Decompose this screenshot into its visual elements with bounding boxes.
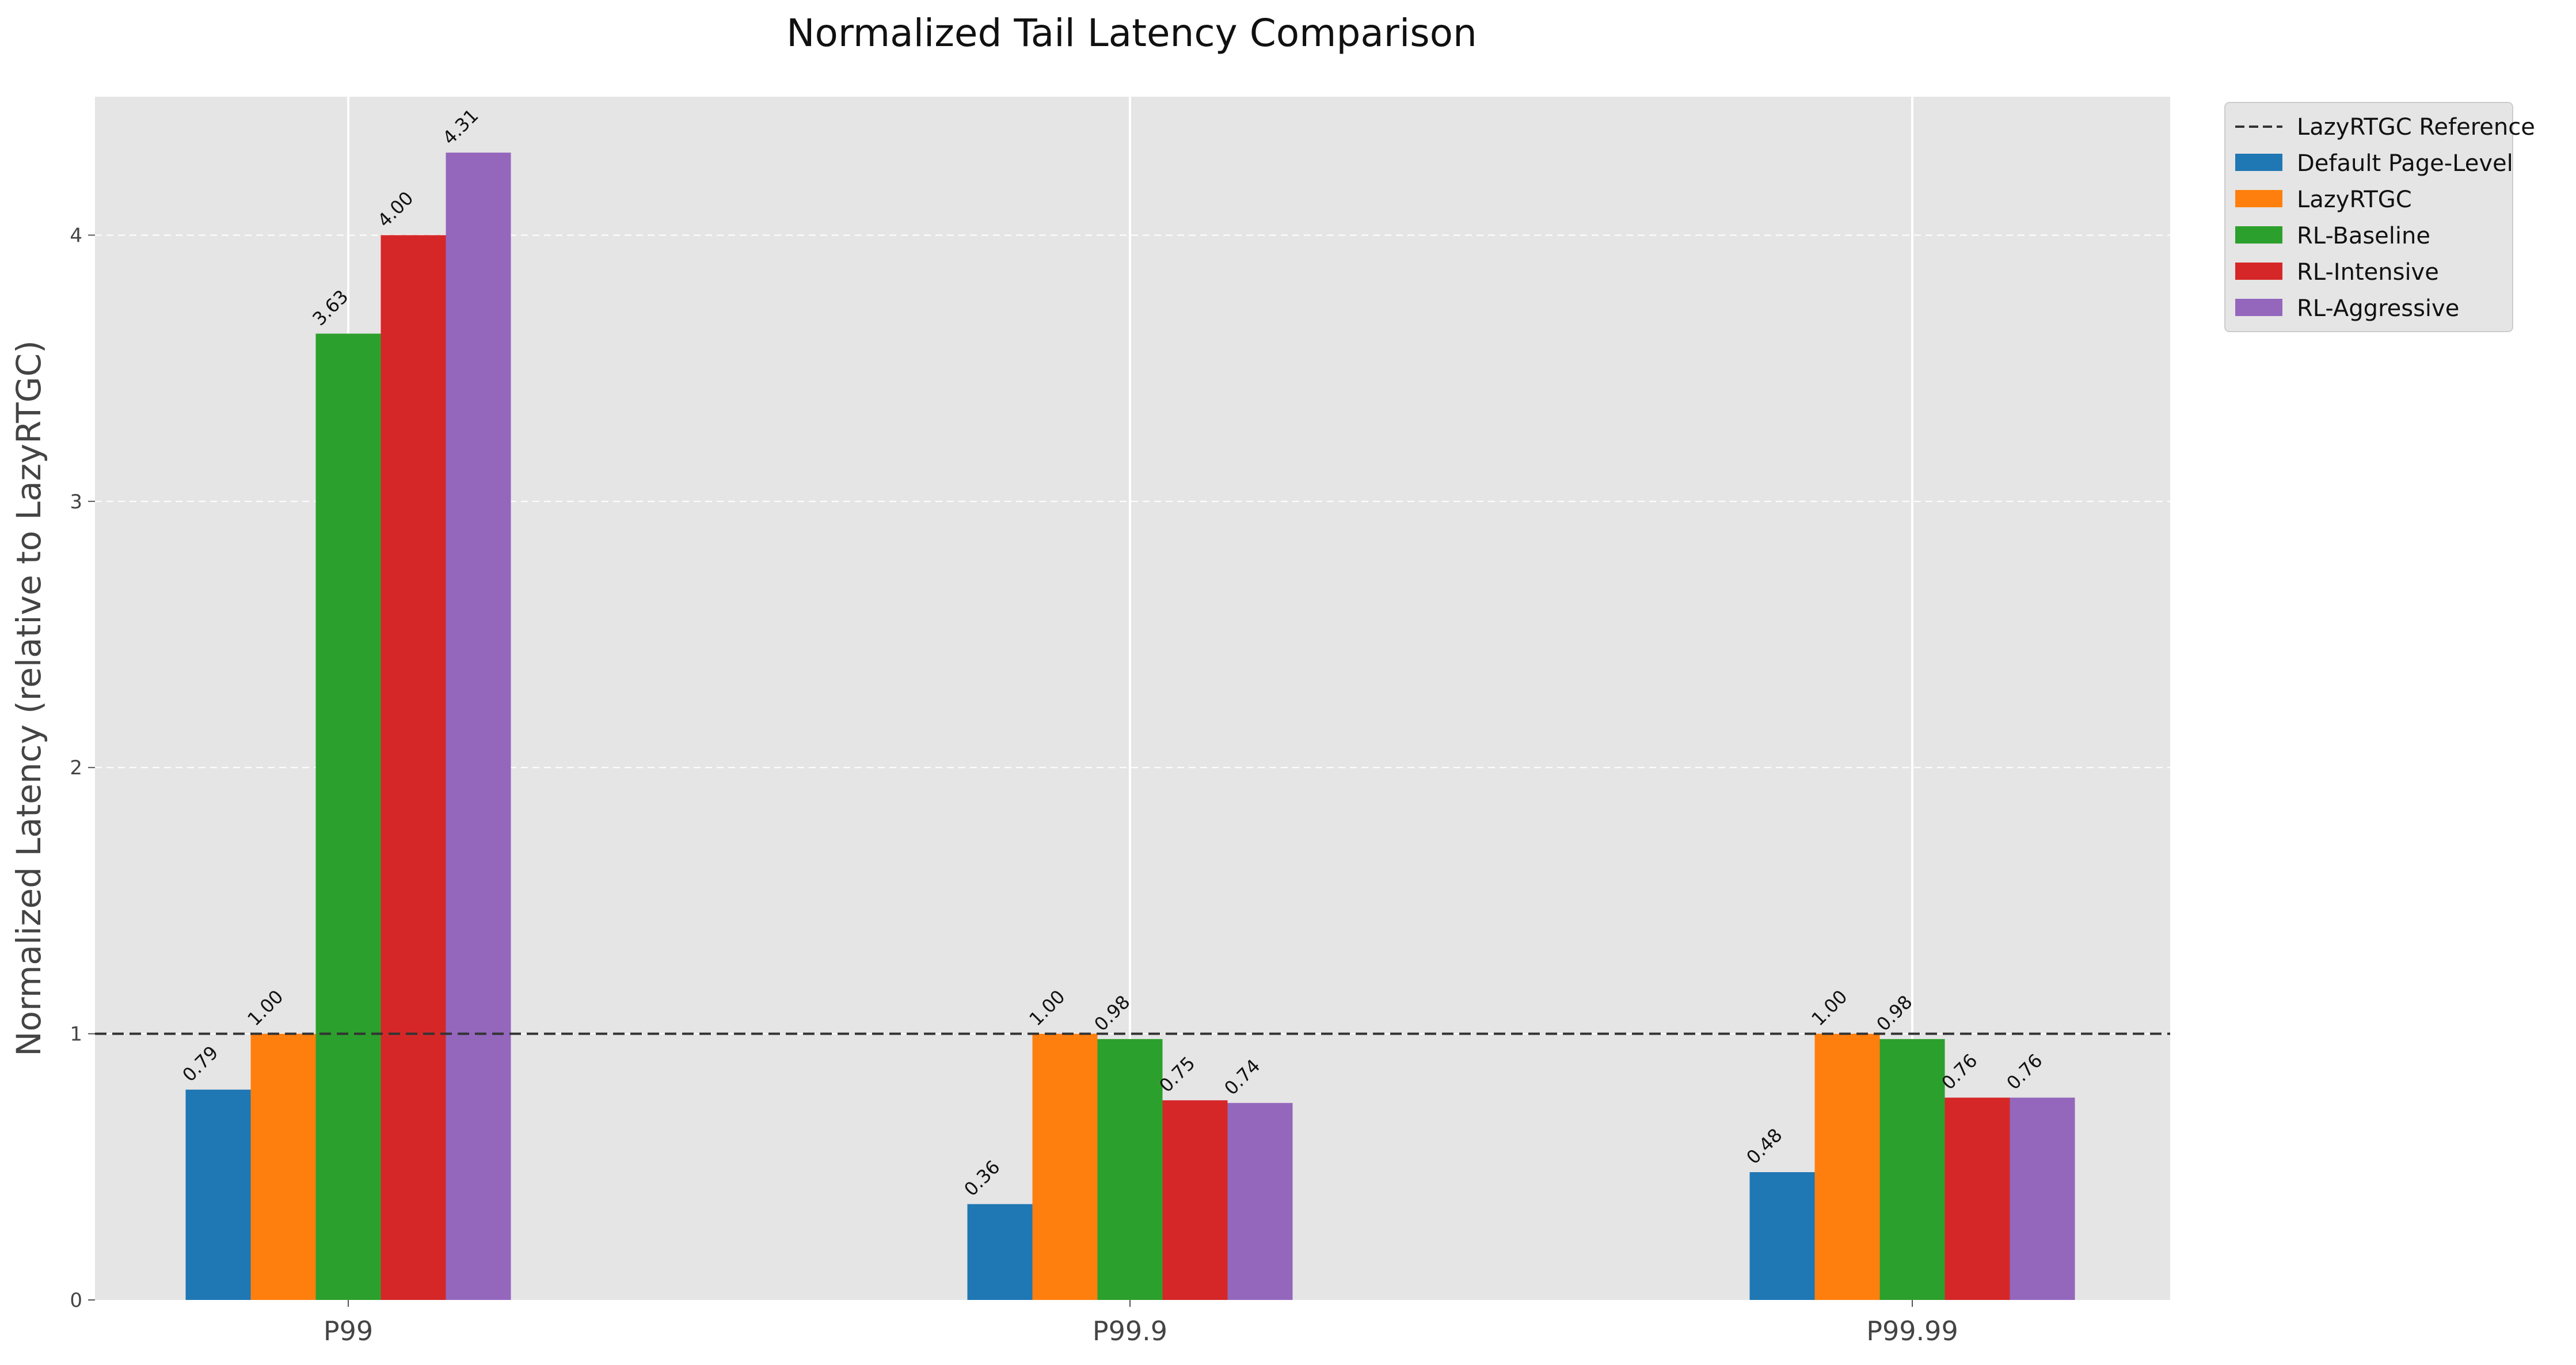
bar [380,235,446,1300]
y-tick-label: 1 [70,1023,82,1046]
legend-label: RL-Baseline [2297,223,2430,249]
legend-label: Default Page-Level [2297,150,2513,177]
bar [2010,1097,2075,1300]
legend-label: LazyRTGC [2297,187,2412,213]
bar [250,1033,316,1300]
bar [1814,1033,1880,1300]
chart-title: Normalized Tail Latency Comparison [786,11,1477,55]
legend-label: RL-Intensive [2297,259,2439,286]
bar [185,1089,251,1300]
x-tick-label: P99.9 [1093,1315,1167,1347]
legend-label: LazyRTGC Reference [2297,114,2535,140]
bar [967,1204,1033,1300]
y-axis-label: Normalized Latency (relative to LazyRTGC… [9,340,48,1056]
legend-swatch [2235,263,2282,280]
y-tick-label: 4 [70,224,82,247]
y-tick-label: 3 [70,491,82,514]
legend-swatch [2235,299,2282,316]
bar [1945,1097,2010,1300]
bar [1879,1039,1945,1300]
legend-box [2224,102,2513,332]
axes: 0 1 2 3 4 P99 P99.9 P99.99 [70,224,1958,1347]
bar [1032,1033,1098,1300]
bar [446,153,511,1300]
x-tick-label: P99 [324,1315,373,1347]
y-tick-label: 0 [70,1289,82,1312]
bar [1097,1039,1163,1300]
bar [1749,1172,1815,1300]
x-tick-label: P99.99 [1866,1315,1958,1347]
bars [185,153,2075,1300]
y-tick-label: 2 [70,756,82,780]
legend-swatch [2235,190,2282,207]
bar [1227,1102,1293,1300]
legend: LazyRTGC Reference Default Page-Level Lazy… [2224,102,2535,332]
legend-label: RL-Aggressive [2297,295,2459,322]
legend-swatch [2235,154,2282,171]
bar [1162,1100,1228,1300]
legend-swatch [2235,226,2282,244]
bar [315,333,381,1300]
